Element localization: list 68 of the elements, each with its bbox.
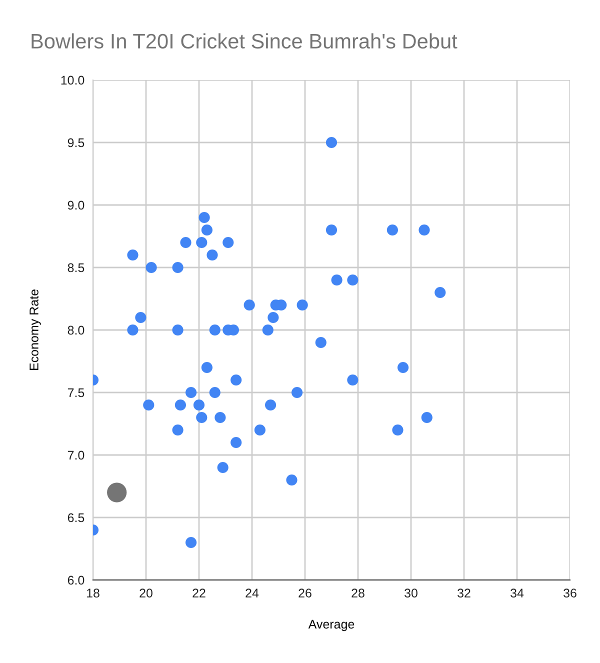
x-axis-title: Average [308,620,354,632]
point [254,424,266,436]
point [143,399,154,411]
point [347,274,358,286]
y-tick-label: 6.5 [68,513,84,522]
point [421,412,432,424]
point [185,386,197,398]
x-tick-label: 26 [298,588,312,598]
point [193,399,205,411]
y-tick-label: 8.5 [68,263,84,272]
y-tick-label: 6.0 [68,576,84,585]
x-tick-label: 32 [458,588,470,598]
point [264,399,276,411]
point [209,324,220,336]
point [196,412,208,424]
point [209,386,220,398]
y-axis-title: Economy Rate [30,290,41,370]
point [230,374,242,386]
x-tick-label: 30 [404,588,418,598]
point [326,136,338,148]
point [135,312,146,324]
x-tick-label: 18 [87,588,100,598]
point [214,412,226,424]
point [222,236,234,248]
point [172,424,184,436]
x-tick-label: 28 [352,588,364,598]
x-tick-label: 22 [192,588,206,598]
x-tick-label: 34 [510,588,524,598]
point [286,474,298,486]
point [180,236,192,248]
point [397,362,409,374]
point [146,262,157,274]
point [326,224,338,236]
point [172,324,184,336]
point [296,299,308,311]
point [434,286,446,298]
y-tick-label: 7.0 [68,450,84,460]
y-tick-label: 9.0 [68,200,84,210]
point [217,462,228,474]
point [127,249,138,261]
y-tick-label: 7.5 [68,388,84,398]
x-tick-label: 36 [564,588,576,598]
point [331,274,342,286]
point [201,362,213,374]
y-tick-label: 8.0 [68,326,84,335]
x-tick-label: 24 [246,588,259,598]
point [230,436,242,448]
point [418,224,430,236]
point [127,324,138,336]
y-tick-label: 9.5 [68,138,84,148]
point [172,262,184,274]
x-tick-label: 20 [140,588,152,598]
point [185,536,197,548]
point [291,386,303,398]
point [315,336,326,348]
y-tick-label: 10.0 [61,76,84,85]
point [386,224,398,236]
chart-title: Bowlers In T20I Cricket Since Bumrah's Debut [32,33,458,49]
point [174,399,186,411]
point [196,236,208,248]
point [392,424,404,436]
point [244,299,255,311]
point [347,374,358,386]
point [262,324,274,336]
point [198,212,210,224]
point [268,312,279,324]
point [206,249,218,261]
point [201,224,213,236]
